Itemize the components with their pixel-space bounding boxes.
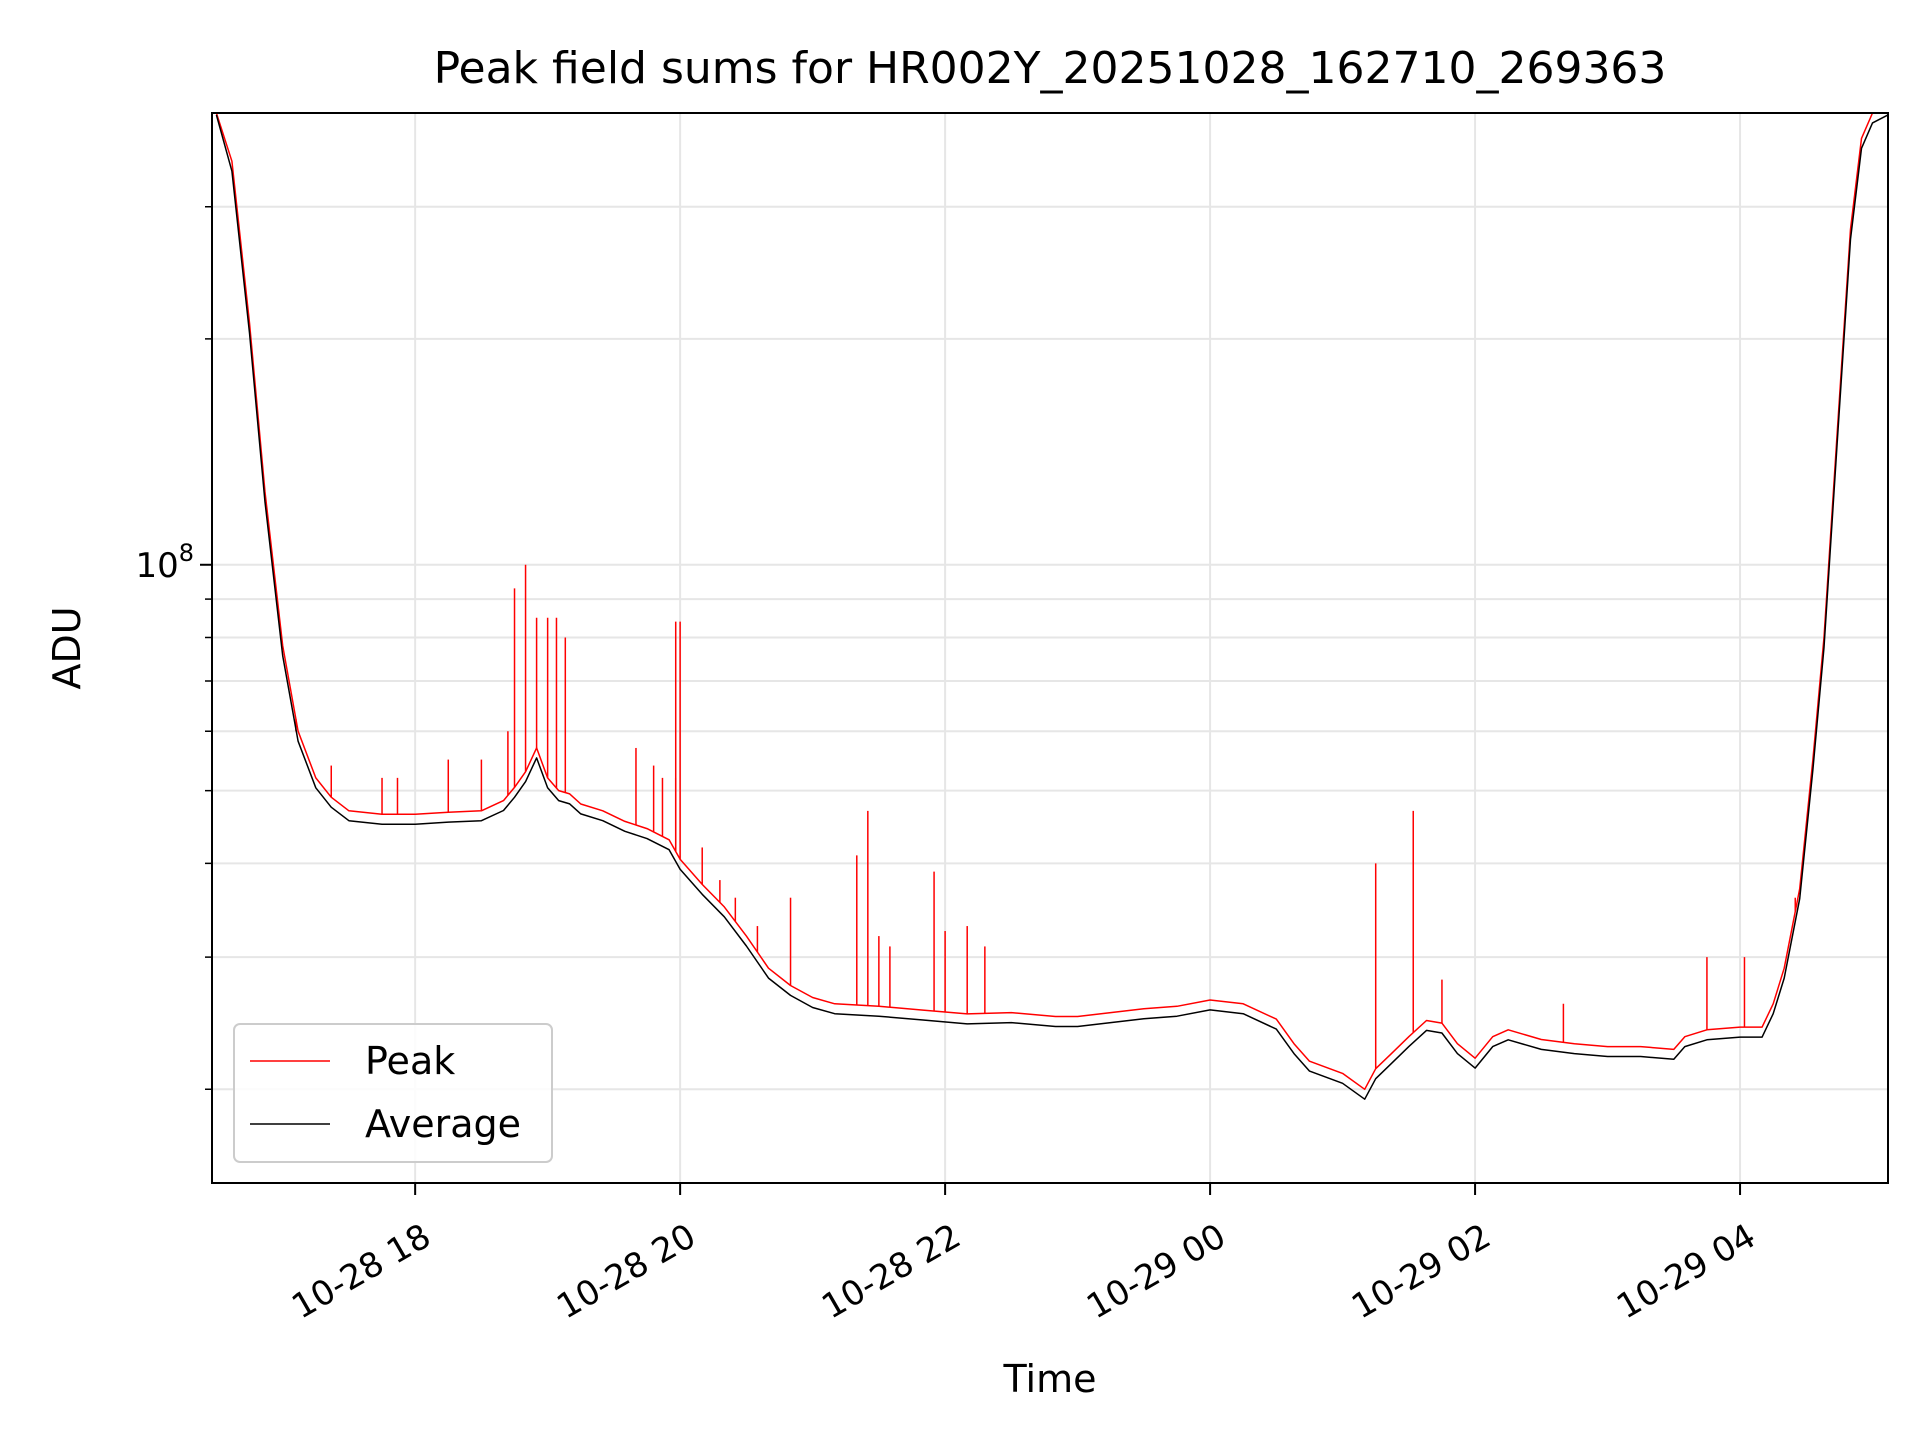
y-axis-label: ADU [45,606,89,689]
legend: Peak Average [233,1023,553,1163]
legend-label-average: Average [365,1102,521,1146]
plot-frame [211,112,1889,1184]
data-layer [215,112,1889,1100]
x-axis-label: Time [1003,1357,1097,1401]
grid-layer [212,113,1888,1183]
legend-box [233,1023,553,1163]
legend-label-peak: Peak [365,1039,455,1083]
chart-title: Peak field sums for HR002Y_20251028_1627… [434,43,1667,94]
series-peak-line [215,112,1888,1091]
series-average-line [215,114,1889,1100]
